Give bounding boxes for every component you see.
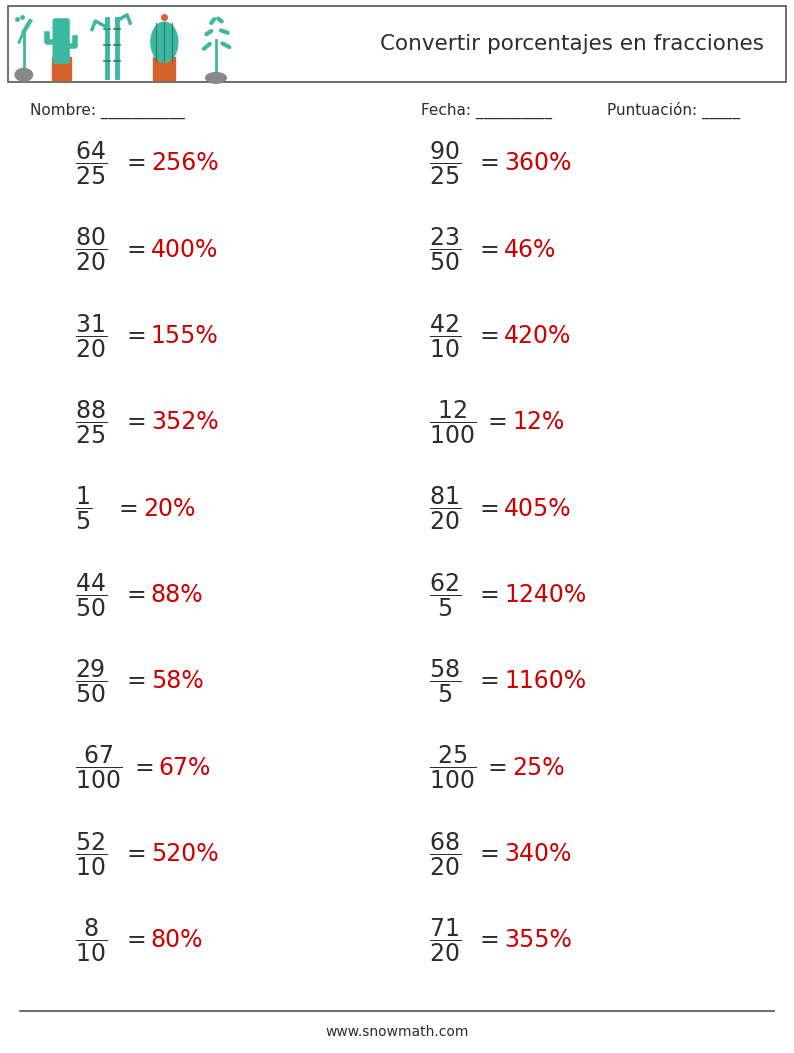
Text: =: = <box>480 583 507 607</box>
FancyBboxPatch shape <box>53 19 69 63</box>
Text: =: = <box>488 756 515 779</box>
Text: $\dfrac{8}{10}$: $\dfrac{8}{10}$ <box>75 917 107 963</box>
Text: Puntuación: _____: Puntuación: _____ <box>607 102 741 119</box>
FancyBboxPatch shape <box>8 6 786 82</box>
Text: 420%: 420% <box>504 324 572 347</box>
Text: $\dfrac{81}{20}$: $\dfrac{81}{20}$ <box>429 485 461 532</box>
Text: 58%: 58% <box>151 670 203 693</box>
Text: $\dfrac{1}{5}$: $\dfrac{1}{5}$ <box>75 485 92 532</box>
Text: 400%: 400% <box>151 238 218 261</box>
Text: =: = <box>480 152 507 175</box>
Ellipse shape <box>206 73 226 83</box>
Text: 88%: 88% <box>151 583 203 607</box>
Ellipse shape <box>151 22 178 62</box>
Text: 340%: 340% <box>504 842 572 866</box>
Text: =: = <box>127 670 154 693</box>
Text: $\dfrac{62}{5}$: $\dfrac{62}{5}$ <box>429 572 461 618</box>
Text: $\dfrac{25}{100}$: $\dfrac{25}{100}$ <box>429 744 476 791</box>
Text: =: = <box>127 583 154 607</box>
Text: =: = <box>127 929 154 952</box>
Text: 520%: 520% <box>151 842 218 866</box>
Text: 20%: 20% <box>143 497 195 520</box>
Text: $\dfrac{42}{10}$: $\dfrac{42}{10}$ <box>429 313 461 359</box>
Text: 80%: 80% <box>151 929 203 952</box>
Text: 355%: 355% <box>504 929 572 952</box>
Text: =: = <box>480 670 507 693</box>
Text: 256%: 256% <box>151 152 218 175</box>
Text: $\dfrac{71}{20}$: $\dfrac{71}{20}$ <box>429 917 461 963</box>
Text: 405%: 405% <box>504 497 572 520</box>
Text: $\dfrac{58}{5}$: $\dfrac{58}{5}$ <box>429 658 461 704</box>
Text: $\dfrac{23}{50}$: $\dfrac{23}{50}$ <box>429 226 461 273</box>
FancyBboxPatch shape <box>153 57 175 80</box>
Text: =: = <box>127 842 154 866</box>
Text: $\dfrac{67}{100}$: $\dfrac{67}{100}$ <box>75 744 122 791</box>
Text: =: = <box>127 324 154 347</box>
Text: 67%: 67% <box>159 756 211 779</box>
Text: =: = <box>480 842 507 866</box>
Text: 46%: 46% <box>504 238 557 261</box>
Text: $\dfrac{12}{100}$: $\dfrac{12}{100}$ <box>429 399 476 445</box>
Text: =: = <box>119 497 146 520</box>
Text: 352%: 352% <box>151 411 218 434</box>
Text: =: = <box>480 497 507 520</box>
Text: Convertir porcentajes en fracciones: Convertir porcentajes en fracciones <box>380 35 764 54</box>
Text: =: = <box>488 411 515 434</box>
Text: =: = <box>127 411 154 434</box>
Text: $\dfrac{29}{50}$: $\dfrac{29}{50}$ <box>75 658 107 704</box>
Text: 360%: 360% <box>504 152 572 175</box>
Text: www.snowmath.com: www.snowmath.com <box>326 1025 468 1039</box>
Text: $\dfrac{88}{25}$: $\dfrac{88}{25}$ <box>75 399 107 445</box>
Text: =: = <box>127 152 154 175</box>
Text: $\dfrac{80}{20}$: $\dfrac{80}{20}$ <box>75 226 107 273</box>
Text: =: = <box>480 324 507 347</box>
Text: $\dfrac{31}{20}$: $\dfrac{31}{20}$ <box>75 313 107 359</box>
Text: $\dfrac{64}{25}$: $\dfrac{64}{25}$ <box>75 140 107 186</box>
Text: $\dfrac{52}{10}$: $\dfrac{52}{10}$ <box>75 831 107 877</box>
Text: 155%: 155% <box>151 324 218 347</box>
Text: 1160%: 1160% <box>504 670 586 693</box>
Text: $\dfrac{90}{25}$: $\dfrac{90}{25}$ <box>429 140 461 186</box>
Text: 1240%: 1240% <box>504 583 587 607</box>
Text: $\dfrac{44}{50}$: $\dfrac{44}{50}$ <box>75 572 107 618</box>
Text: Fecha: __________: Fecha: __________ <box>421 102 552 119</box>
Text: =: = <box>127 238 154 261</box>
Text: 12%: 12% <box>512 411 565 434</box>
Text: =: = <box>135 756 162 779</box>
Text: $\dfrac{68}{20}$: $\dfrac{68}{20}$ <box>429 831 461 877</box>
Text: =: = <box>480 238 507 261</box>
Text: 25%: 25% <box>512 756 565 779</box>
Text: =: = <box>480 929 507 952</box>
FancyBboxPatch shape <box>52 57 71 80</box>
Text: Nombre: ___________: Nombre: ___________ <box>30 102 185 119</box>
Ellipse shape <box>15 68 33 81</box>
